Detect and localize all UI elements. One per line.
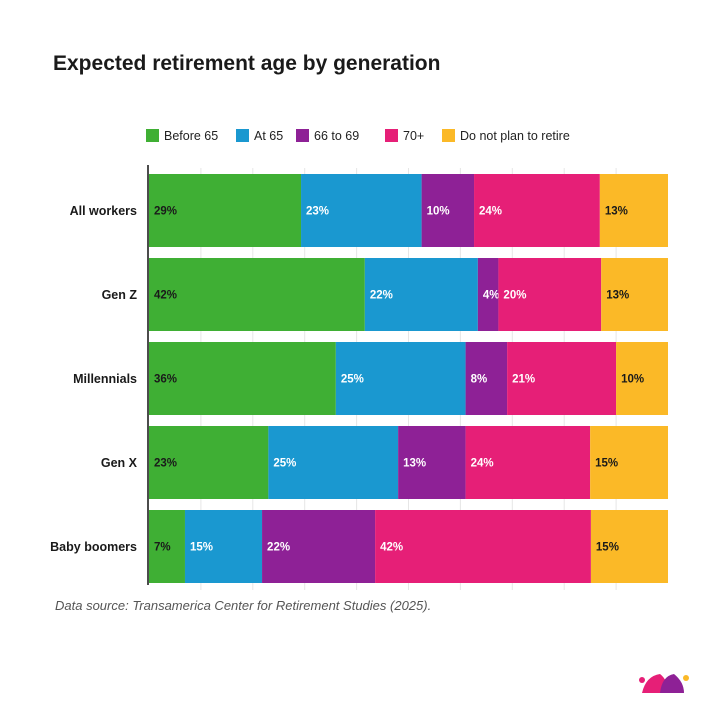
data-label: 42% — [154, 290, 177, 302]
logo-shape — [639, 677, 645, 683]
bar-segment — [149, 510, 185, 583]
data-label: 13% — [403, 458, 426, 470]
bar-segment — [149, 426, 269, 499]
data-label: 21% — [512, 374, 535, 386]
bar-segment — [465, 426, 591, 499]
legend-label: At 65 — [254, 129, 283, 143]
data-label: 22% — [267, 542, 290, 554]
data-label: 23% — [306, 206, 329, 218]
data-label: 20% — [503, 290, 526, 302]
logo-shape — [660, 674, 684, 693]
bar-segment — [590, 426, 668, 499]
bar-segment — [498, 258, 602, 331]
legend: Before 65 At 65 66 to 69 70+ Do not plan to … — [146, 129, 570, 143]
data-source-note: Data source: Transamerica Center for Ret… — [55, 598, 432, 613]
data-label: 15% — [190, 542, 213, 554]
bar-segment — [149, 258, 365, 331]
bar-segment — [474, 174, 600, 247]
category-label: Gen X — [101, 456, 138, 470]
data-label: 7% — [154, 542, 171, 554]
data-label: 15% — [595, 458, 618, 470]
data-label: 10% — [621, 374, 644, 386]
bar-segment — [421, 174, 475, 247]
bar-segment — [477, 258, 499, 331]
legend-label: 66 to 69 — [314, 129, 359, 143]
legend-swatch — [442, 129, 455, 142]
bar-segment — [599, 174, 668, 247]
legend-label: 70+ — [403, 129, 424, 143]
category-labels: All workers Gen Z Millennials Gen X Baby boo… — [50, 204, 138, 554]
data-label: 29% — [154, 206, 177, 218]
data-label: 10% — [427, 206, 450, 218]
legend-swatch — [236, 129, 249, 142]
data-label: 25% — [341, 374, 364, 386]
bar-segment — [262, 510, 376, 583]
bars: 29% 23% 10% 24% 13% 42% 22% 4% 20% 13% 36% 25% 8% 21%… — [149, 174, 668, 583]
data-label: 24% — [479, 206, 502, 218]
data-label: 13% — [605, 206, 628, 218]
bar-segment — [268, 426, 399, 499]
bar-segment — [398, 426, 466, 499]
data-label: 13% — [606, 290, 629, 302]
legend-swatch — [146, 129, 159, 142]
legend-swatch — [296, 129, 309, 142]
data-label: 25% — [273, 458, 296, 470]
bar-segment — [149, 174, 302, 247]
bar-segment — [375, 510, 591, 583]
data-label: 42% — [380, 542, 403, 554]
bar-segment — [601, 258, 668, 331]
bar-segment — [149, 342, 336, 415]
category-label: All workers — [70, 204, 137, 218]
legend-label: Before 65 — [164, 129, 218, 143]
bar-segment — [507, 342, 617, 415]
legend-swatch — [385, 129, 398, 142]
bar-segment — [184, 510, 263, 583]
bar-segment — [301, 174, 422, 247]
data-label: 23% — [154, 458, 177, 470]
data-label: 22% — [370, 290, 393, 302]
data-label: 8% — [471, 374, 488, 386]
bar-segment — [335, 342, 466, 415]
jester-hat-logo — [639, 674, 689, 693]
logo-shape — [683, 675, 689, 681]
chart-title: Expected retirement age by generation — [53, 52, 441, 75]
data-label: 4% — [483, 290, 500, 302]
bar-segment — [465, 342, 508, 415]
bar-segment — [616, 342, 668, 415]
category-label: Millennials — [73, 372, 137, 386]
bar-segment — [590, 510, 668, 583]
bar-segment — [364, 258, 478, 331]
data-label: 24% — [471, 458, 494, 470]
data-label: 36% — [154, 374, 177, 386]
data-label: 15% — [596, 542, 619, 554]
category-label: Gen Z — [102, 288, 138, 302]
category-label: Baby boomers — [50, 540, 137, 554]
legend-label: Do not plan to retire — [460, 129, 570, 143]
